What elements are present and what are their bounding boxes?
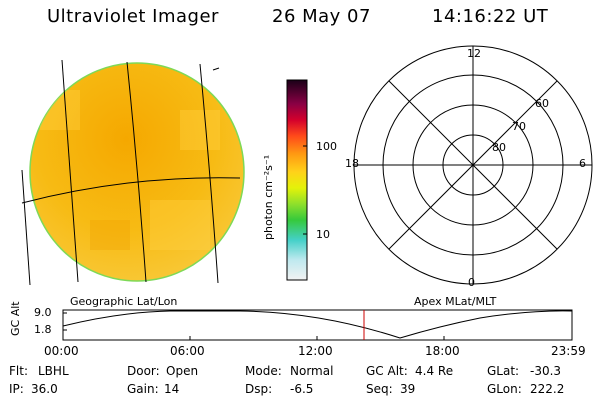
gc-alt-axis-label: GC Alt [9, 301, 22, 336]
mode-label: Mode: [245, 364, 282, 378]
gc-alt-value: 4.4 Re [415, 364, 454, 378]
lat-label-80: 80 [492, 141, 506, 154]
time-tick-1800: 18:00 [425, 344, 460, 358]
time-label: 14:16:22 UT [432, 6, 549, 27]
instrument-title: Ultraviolet Imager [47, 6, 219, 27]
mlt-label-18: 18 [345, 157, 359, 170]
polar-grid [353, 45, 593, 285]
gc-alt-label: GC Alt: [366, 364, 408, 378]
glon-label: GLon: [487, 382, 522, 396]
ip-label: IP: [9, 382, 24, 396]
alt-tick-1-8: 1.8 [34, 323, 52, 336]
glon-value: 222.2 [530, 382, 565, 396]
left-panel-label: Geographic Lat/Lon [70, 295, 178, 308]
altitude-plot [62, 309, 573, 341]
ip-value: 36.0 [31, 382, 58, 396]
seq-label: Seq: [366, 382, 393, 396]
dsp-value: -6.5 [290, 382, 314, 396]
door-value: Open [166, 364, 199, 378]
filter-value: LBHL [38, 364, 69, 378]
time-tick-0000: 00:00 [44, 344, 79, 358]
colorbar [286, 79, 308, 281]
dsp-label: Dsp: [245, 382, 273, 396]
alt-tick-9: 9.0 [34, 306, 52, 319]
geographic-grid [21, 59, 241, 286]
right-panel-label: Apex MLat/MLT [414, 295, 497, 308]
time-tick-0600: 06:00 [170, 344, 205, 358]
time-tick-1200: 12:00 [298, 344, 333, 358]
date-label: 26 May 07 [272, 6, 371, 27]
mlt-label-12: 12 [467, 47, 481, 60]
mlt-label-0: 0 [468, 276, 475, 289]
lat-label-60: 60 [535, 97, 549, 110]
colorbar-unit-label: photon cm⁻²s⁻¹ [262, 154, 275, 240]
glat-label: GLat: [487, 364, 520, 378]
gain-label: Gain: [127, 382, 159, 396]
gain-value: 14 [164, 382, 180, 396]
mode-value: Normal [290, 364, 334, 378]
door-label: Door: [127, 364, 160, 378]
glat-value: -30.3 [530, 364, 562, 378]
lat-label-70: 70 [512, 120, 526, 133]
filter-label: Flt: [9, 364, 28, 378]
mlt-label-6: 6 [579, 157, 586, 170]
time-tick-2359: 23:59 [551, 344, 586, 358]
colorbar-tick-100: 100 [316, 140, 337, 153]
seq-value: 39 [400, 382, 416, 396]
colorbar-tick-10: 10 [316, 228, 330, 241]
